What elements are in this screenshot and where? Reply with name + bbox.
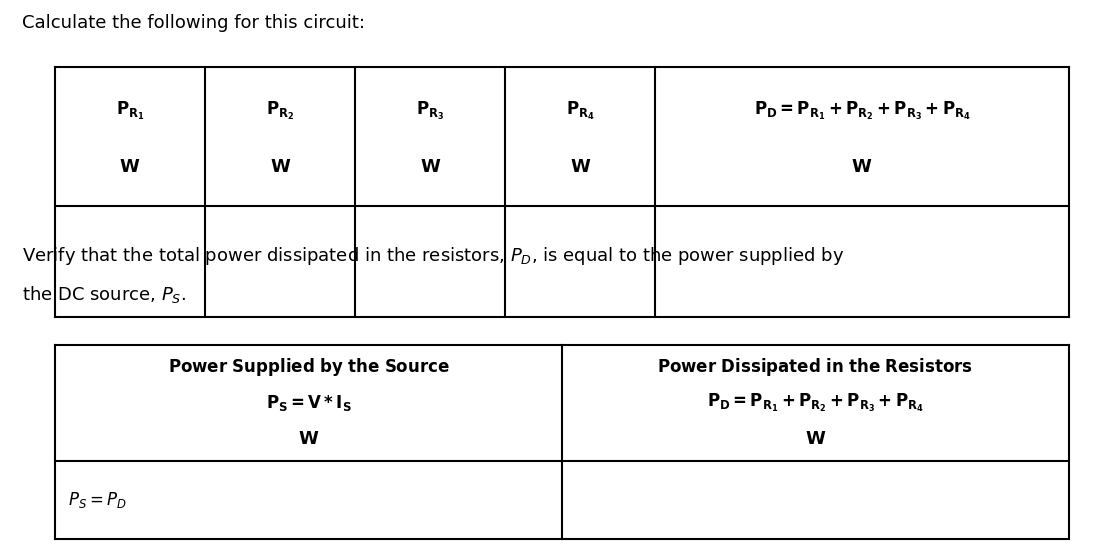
Text: $\mathbf{P_D = P_{R_1} + P_{R_2} + P_{R_3} + P_{R_4}}$: $\mathbf{P_D = P_{R_1} + P_{R_2} + P_{R_… [707,392,923,414]
Text: $\mathbf{W}$: $\mathbf{W}$ [270,158,291,176]
Text: $P_S = P_D$: $P_S = P_D$ [68,490,127,510]
Text: $\mathbf{Power\ Supplied\ by\ the\ Source}$: $\mathbf{Power\ Supplied\ by\ the\ Sourc… [168,356,450,378]
Text: $\mathbf{Power\ Dissipated\ in\ the\ Resistors}$: $\mathbf{Power\ Dissipated\ in\ the\ Res… [658,356,973,378]
Text: $\mathbf{P_D = P_{R_1} + P_{R_2} + P_{R_3} + P_{R_4}}$: $\mathbf{P_D = P_{R_1} + P_{R_2} + P_{R_… [754,100,971,122]
Text: $\mathbf{W}$: $\mathbf{W}$ [804,430,826,448]
Text: Calculate the following for this circuit:: Calculate the following for this circuit… [22,14,365,32]
Text: $\mathbf{W}$: $\mathbf{W}$ [420,158,441,176]
Text: $\mathbf{W}$: $\mathbf{W}$ [570,158,591,176]
Text: the DC source, $P_S$.: the DC source, $P_S$. [22,284,186,305]
Text: $\mathbf{W}$: $\mathbf{W}$ [298,430,320,448]
Text: $\mathbf{W}$: $\mathbf{W}$ [852,158,873,176]
Text: $\mathbf{W}$: $\mathbf{W}$ [119,158,141,176]
Text: $\mathbf{P_{R_4}}$: $\mathbf{P_{R_4}}$ [566,100,595,122]
Text: $\mathbf{P_{R_3}}$: $\mathbf{P_{R_3}}$ [417,100,444,122]
Text: Verify that the total power dissipated in the resistors, $P_D$, is equal to the : Verify that the total power dissipated i… [22,245,844,267]
Text: $\mathbf{P_{R_2}}$: $\mathbf{P_{R_2}}$ [266,100,294,122]
Text: $\mathbf{P_{R_1}}$: $\mathbf{P_{R_1}}$ [116,100,144,122]
Text: $\mathbf{P_S = V * I_S}$: $\mathbf{P_S = V * I_S}$ [266,393,352,413]
